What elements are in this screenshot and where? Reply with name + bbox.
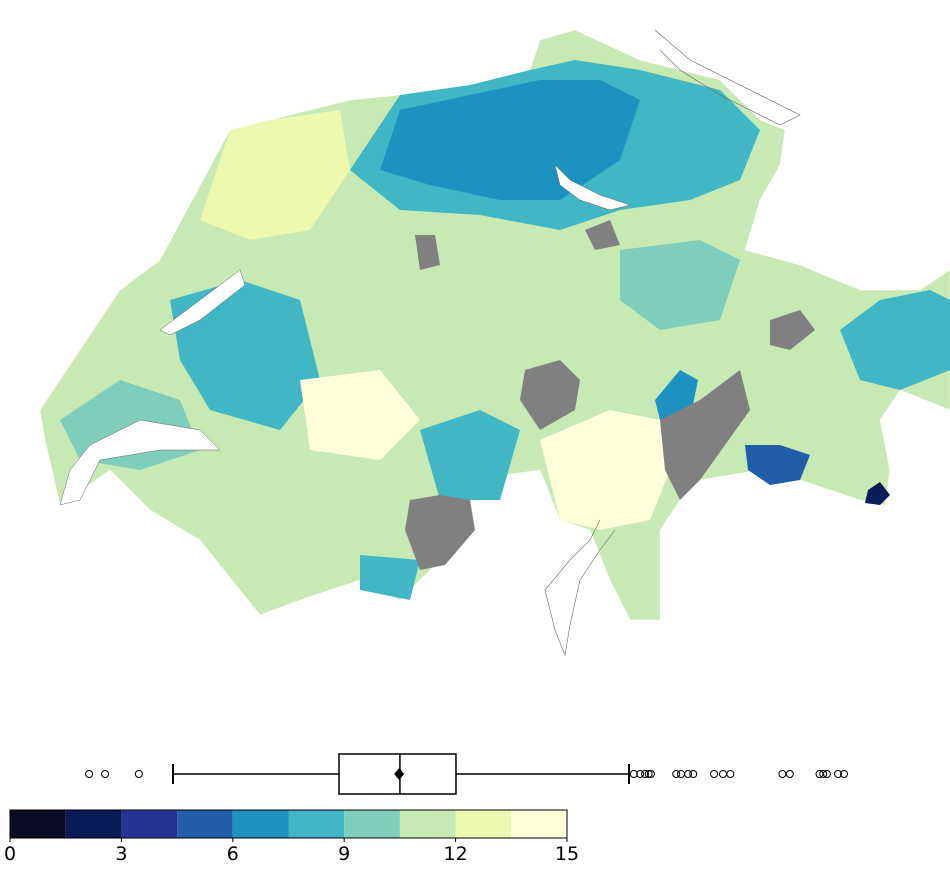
outlier bbox=[726, 770, 735, 778]
region bbox=[840, 290, 950, 390]
colorbar-bin bbox=[232, 810, 289, 838]
colorbar-bin bbox=[177, 810, 233, 838]
outlier bbox=[785, 770, 794, 778]
tick-label: 9 bbox=[338, 843, 350, 865]
region bbox=[170, 280, 320, 430]
outlier bbox=[718, 770, 727, 778]
lake bbox=[59, 419, 221, 506]
outlier bbox=[822, 770, 831, 778]
lake-outline bbox=[654, 29, 801, 126]
region bbox=[405, 495, 475, 570]
outlier bbox=[85, 770, 94, 778]
region bbox=[300, 370, 420, 460]
region bbox=[770, 310, 815, 350]
mean bbox=[394, 768, 405, 780]
tick-label: 0 bbox=[4, 843, 16, 865]
outlier bbox=[629, 770, 638, 778]
region bbox=[540, 410, 670, 530]
outlier bbox=[778, 770, 787, 778]
region bbox=[420, 410, 520, 500]
outlier bbox=[644, 770, 653, 778]
colorbar-bin bbox=[10, 810, 66, 838]
outlier bbox=[710, 770, 719, 778]
colorbar-bin bbox=[455, 810, 512, 838]
outlier bbox=[840, 770, 849, 778]
region bbox=[865, 482, 890, 505]
colorbar-bin bbox=[399, 810, 456, 838]
outlier bbox=[819, 770, 828, 778]
boxplot bbox=[85, 753, 849, 795]
outlier bbox=[636, 770, 645, 778]
tick-label: 15 bbox=[555, 843, 579, 865]
region bbox=[520, 360, 580, 430]
region bbox=[620, 240, 740, 330]
tick-label: 3 bbox=[115, 843, 127, 865]
region bbox=[380, 80, 640, 200]
region bbox=[200, 110, 350, 240]
colorbar-frame bbox=[9, 809, 568, 839]
tick-label: 6 bbox=[227, 843, 239, 865]
lake bbox=[554, 164, 631, 211]
outlier bbox=[676, 770, 685, 778]
colorbar-bin bbox=[511, 810, 567, 838]
map bbox=[19, 29, 950, 657]
outlier bbox=[134, 770, 143, 778]
colorbar: 0 3 6 9 12 15 bbox=[4, 809, 579, 865]
tick-label: 12 bbox=[444, 843, 468, 865]
region bbox=[745, 445, 810, 485]
region bbox=[585, 220, 620, 250]
outlier bbox=[834, 770, 843, 778]
region bbox=[360, 555, 420, 600]
lake bbox=[159, 269, 246, 336]
lake-outline bbox=[544, 519, 616, 657]
outlier bbox=[672, 770, 681, 778]
outlier bbox=[640, 770, 649, 778]
colorbar-bin bbox=[344, 810, 400, 838]
colorbar-bin bbox=[288, 810, 345, 838]
outlier bbox=[646, 770, 655, 778]
outlier bbox=[689, 770, 698, 778]
outlier bbox=[101, 770, 110, 778]
region bbox=[660, 370, 750, 500]
outlier bbox=[684, 770, 693, 778]
region bbox=[415, 235, 440, 270]
colorbar-bin bbox=[65, 810, 122, 838]
colorbar-bin bbox=[121, 810, 178, 838]
